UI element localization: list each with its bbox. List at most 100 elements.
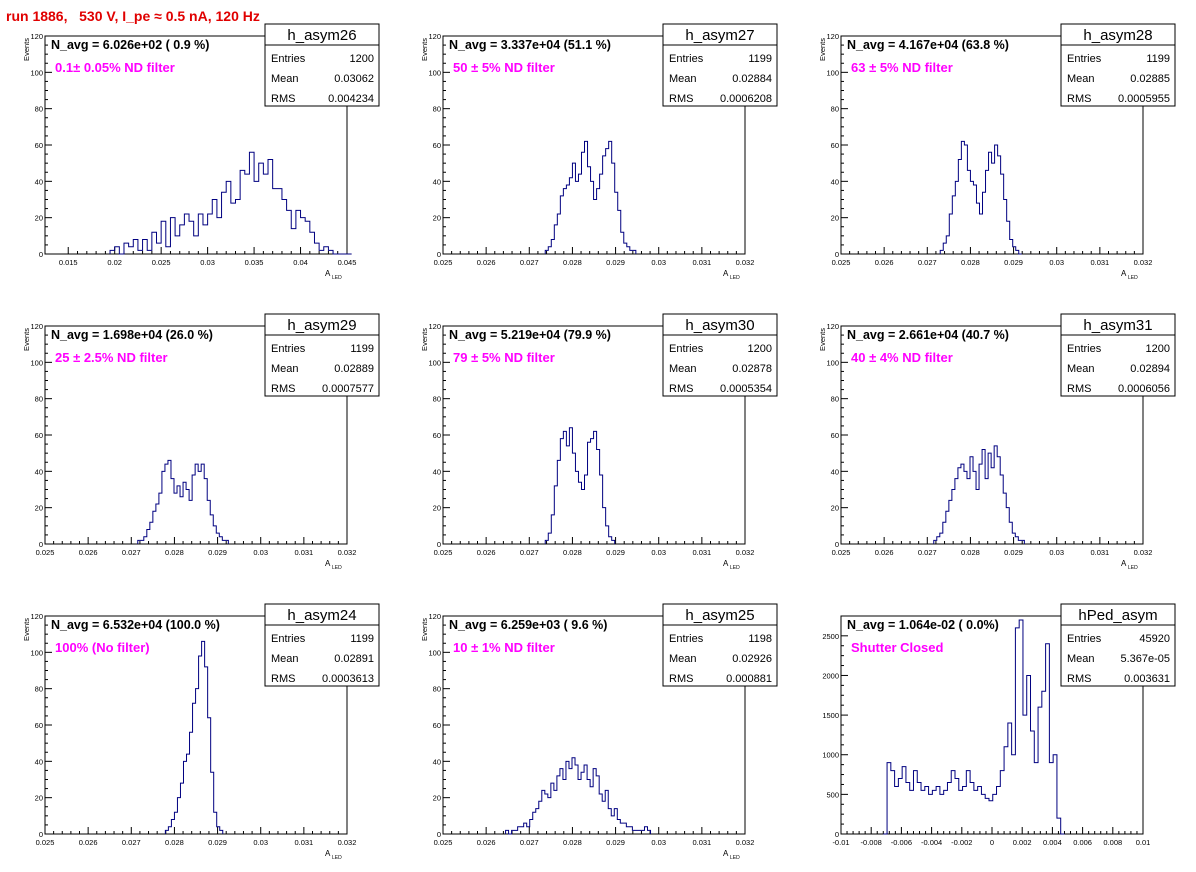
y-tick-label: 60 xyxy=(433,141,441,150)
y-tick-label: 100 xyxy=(428,648,441,657)
stats-key: RMS xyxy=(669,383,693,395)
x-tick-label: 0.027 xyxy=(918,258,937,267)
y-tick-label: 60 xyxy=(831,431,839,440)
x-tick-label: 0.031 xyxy=(294,838,313,847)
x-tick-label: -0.002 xyxy=(951,838,972,847)
navg-label: N_avg = 3.337e+04 (51.1 %) xyxy=(449,38,611,52)
stats-key: RMS xyxy=(669,673,693,685)
x-tick-label: 0.028 xyxy=(563,258,582,267)
x-tick-label: 0.032 xyxy=(736,838,755,847)
y-axis-title: Events xyxy=(420,38,429,61)
x-tick-label: 0.029 xyxy=(1004,258,1023,267)
stats-value: 0.02894 xyxy=(1130,363,1170,375)
y-tick-label: 2000 xyxy=(822,671,839,680)
x-tick-label: 0.028 xyxy=(165,838,184,847)
stats-value: 0.003631 xyxy=(1124,673,1170,685)
x-axis-title: A xyxy=(1121,269,1127,278)
x-axis-title: A xyxy=(1121,559,1127,568)
x-axis-title: A xyxy=(325,849,331,858)
histogram-series xyxy=(933,445,1025,544)
x-axis-title: A xyxy=(723,849,729,858)
filter-label: 50 ± 5% ND filter xyxy=(453,60,555,75)
stats-value: 0.0003613 xyxy=(322,673,374,685)
stats-key: Mean xyxy=(669,653,697,665)
navg-label: N_avg = 6.532e+04 (100.0 %) xyxy=(51,618,220,632)
histogram-panel-h_asym27: 0 20 40 60 80 100 120 0.025 0.026 0.027 0.028 0.029… xyxy=(420,23,778,281)
stats-key: Entries xyxy=(1067,343,1102,355)
x-tick-label: 0.028 xyxy=(165,548,184,557)
x-tick-label: 0.045 xyxy=(338,258,357,267)
stats-key: Mean xyxy=(669,73,697,85)
stats-value: 0.0005354 xyxy=(720,383,772,395)
stats-value: 0.02885 xyxy=(1130,73,1170,85)
navg-label: N_avg = 6.026e+02 ( 0.9 %) xyxy=(51,38,209,52)
x-axis-title-subscript: LED xyxy=(332,275,342,281)
x-tick-label: 0.03 xyxy=(651,548,666,557)
y-tick-label: 100 xyxy=(428,358,441,367)
x-tick-label: 0.027 xyxy=(520,548,539,557)
x-tick-label: 0.027 xyxy=(918,548,937,557)
x-tick-label: 0.025 xyxy=(36,548,55,557)
y-tick-label: 100 xyxy=(30,358,43,367)
histogram-series xyxy=(544,427,616,544)
x-tick-label: 0.01 xyxy=(1136,838,1151,847)
y-tick-label: 80 xyxy=(433,685,441,694)
stats-key: RMS xyxy=(271,93,295,105)
x-tick-label: 0.027 xyxy=(122,838,141,847)
histogram-series xyxy=(137,459,229,544)
y-tick-label: 20 xyxy=(433,214,441,223)
y-axis-title: Events xyxy=(818,328,827,351)
y-tick-label: 20 xyxy=(831,504,839,513)
stats-key: RMS xyxy=(271,673,295,685)
x-tick-label: 0.032 xyxy=(1134,258,1153,267)
y-tick-label: 100 xyxy=(826,358,839,367)
y-tick-label: 80 xyxy=(831,105,839,114)
stats-box xyxy=(662,313,778,397)
x-tick-label: 0.027 xyxy=(122,548,141,557)
histogram-panel-h_asym24: 0 20 40 60 80 100 120 0.025 0.026 0.027 0.028 0.029… xyxy=(22,603,380,861)
stats-key: Entries xyxy=(271,633,306,645)
stats-value: 0.02891 xyxy=(334,653,374,665)
x-axis-title-subscript: LED xyxy=(1128,275,1138,281)
x-tick-label: 0.028 xyxy=(961,258,980,267)
y-tick-label: 120 xyxy=(826,32,839,41)
y-tick-label: 40 xyxy=(831,177,839,186)
x-tick-label: 0.026 xyxy=(477,258,496,267)
stats-key: Mean xyxy=(271,73,299,85)
x-tick-label: 0.03 xyxy=(651,838,666,847)
filter-label: 10 ± 1% ND filter xyxy=(453,640,555,655)
y-tick-label: 0 xyxy=(437,540,441,549)
y-axis-title: Events xyxy=(420,328,429,351)
y-tick-label: 40 xyxy=(831,467,839,476)
filter-label: Shutter Closed xyxy=(851,640,944,655)
x-tick-label: 0.031 xyxy=(692,838,711,847)
x-tick-label: 0.025 xyxy=(152,258,171,267)
y-tick-label: 60 xyxy=(35,141,43,150)
x-tick-label: 0.025 xyxy=(434,258,453,267)
x-tick-label: 0.026 xyxy=(477,548,496,557)
stats-value: 0.0007577 xyxy=(322,383,374,395)
y-tick-label: 100 xyxy=(30,68,43,77)
y-tick-label: 100 xyxy=(428,68,441,77)
x-tick-label: -0.004 xyxy=(921,838,942,847)
x-tick-label: 0.015 xyxy=(59,258,78,267)
filter-label: 40 ± 4% ND filter xyxy=(851,350,953,365)
x-tick-label: 0.032 xyxy=(338,548,357,557)
x-tick-label: 0.025 xyxy=(832,258,851,267)
stats-key: RMS xyxy=(1067,383,1091,395)
x-tick-label: 0.03 xyxy=(1049,258,1064,267)
stats-value: 0.000881 xyxy=(726,673,772,685)
x-tick-label: 0.03 xyxy=(1049,548,1064,557)
histogram-series xyxy=(544,140,637,254)
histogram-panel-h_asym26: 0 20 40 60 80 100 120 0.015 0.02 0.025 0.03 0.035 0.… xyxy=(22,23,380,281)
y-tick-label: 120 xyxy=(826,322,839,331)
y-tick-label: 120 xyxy=(428,32,441,41)
y-tick-label: 40 xyxy=(433,467,441,476)
y-tick-label: 80 xyxy=(831,395,839,404)
x-tick-label: 0 xyxy=(990,838,994,847)
histogram-series xyxy=(939,140,1022,255)
x-axis-title: A xyxy=(723,269,729,278)
x-tick-label: 0.027 xyxy=(520,258,539,267)
histogram-series xyxy=(164,640,224,834)
